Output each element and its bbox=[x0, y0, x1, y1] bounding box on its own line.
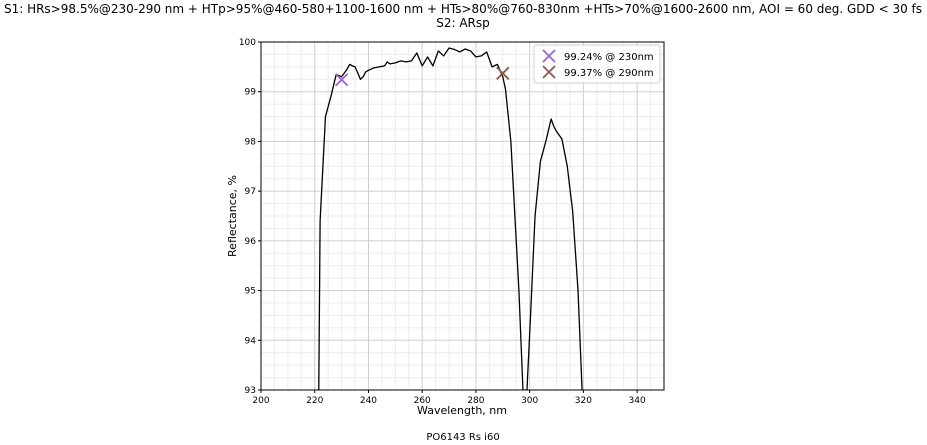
y-tick-label: 95 bbox=[245, 287, 256, 297]
x-tick-label: 200 bbox=[252, 396, 269, 406]
x-axis-label: Wavelength, nm bbox=[417, 404, 507, 417]
legend-entry-label: 99.24% @ 230nm bbox=[564, 52, 654, 63]
legend-marker-icon bbox=[542, 65, 556, 79]
x-tick-label: 260 bbox=[414, 396, 431, 406]
data-point-marker bbox=[334, 73, 349, 87]
y-tick-label: 100 bbox=[239, 38, 256, 48]
y-tick-label: 97 bbox=[245, 187, 256, 197]
x-tick-label: 240 bbox=[360, 396, 377, 406]
legend-entry-label: 99.37% @ 290nm bbox=[564, 68, 654, 79]
figure-footer-label: PO6143 Rs i60 bbox=[426, 432, 499, 443]
y-axis-label: Reflectance, % bbox=[226, 175, 239, 257]
legend-box bbox=[533, 44, 661, 84]
y-tick-label: 96 bbox=[245, 237, 257, 247]
marker-layer bbox=[334, 66, 510, 87]
y-tick-label: 98 bbox=[245, 137, 257, 147]
chart-title-line-2: S2: ARsp bbox=[436, 16, 490, 30]
x-tick-label: 300 bbox=[521, 396, 538, 406]
legend-marker-icon bbox=[542, 49, 556, 63]
x-axis-ticks: 200 220 240 260 280 300 320 340 bbox=[252, 390, 646, 406]
minor-gridlines bbox=[261, 42, 665, 390]
x-tick-label: 320 bbox=[575, 396, 592, 406]
y-tick-label: 93 bbox=[245, 386, 256, 396]
y-tick-label: 94 bbox=[245, 336, 257, 346]
x-tick-label: 340 bbox=[629, 396, 646, 406]
data-point-marker bbox=[496, 66, 510, 80]
y-axis-ticks: 93 94 95 96 97 98 99 100 bbox=[239, 38, 261, 396]
plot-frame bbox=[260, 41, 665, 391]
reflectance-series-line bbox=[318, 47, 583, 390]
y-tick-label: 99 bbox=[245, 88, 257, 98]
chart-title-line-1: S1: HRs>98.5%@230-290 nm + HTp>95%@460-5… bbox=[4, 2, 922, 16]
x-tick-label: 280 bbox=[467, 396, 484, 406]
x-tick-label: 220 bbox=[306, 396, 323, 406]
legend: 99.24% @ 230nm 99.37% @ 290nm bbox=[533, 44, 661, 84]
series-layer bbox=[318, 47, 583, 390]
